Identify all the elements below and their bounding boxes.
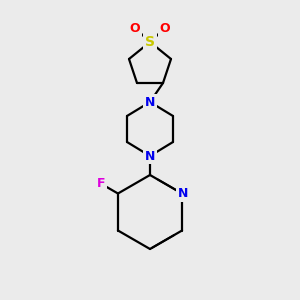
Text: O: O [130,22,140,34]
Text: N: N [145,95,155,109]
Text: S: S [145,35,155,49]
Text: N: N [178,187,188,200]
Text: N: N [145,149,155,163]
Text: F: F [96,177,105,190]
Text: O: O [160,22,170,34]
